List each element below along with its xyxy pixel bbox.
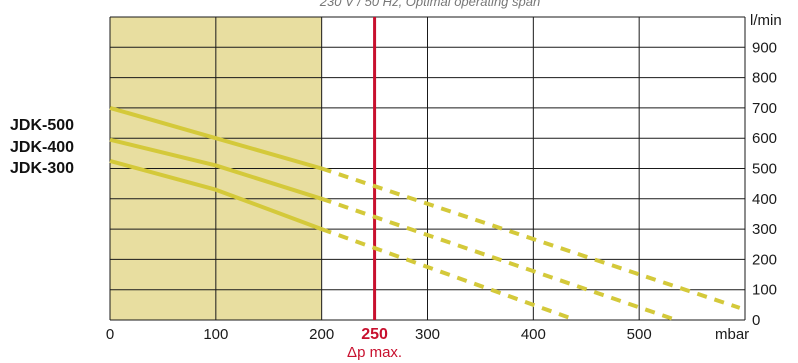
x-tick-label: 100 [203, 326, 228, 343]
y-axis: l/min 0 100 200 300 400 500 600 700 800 900 [750, 12, 782, 329]
model-label-jdk-300: JDK-300 [10, 160, 74, 177]
x-tick-label: 500 [627, 326, 652, 343]
model-label-jdk-500: JDK-500 [10, 117, 74, 134]
y-tick-label: 0 [752, 312, 760, 329]
series-jdk-400-solid [109, 137, 323, 201]
x-tick-label: 200 [309, 326, 334, 343]
x-axis: 0 100 200 300 400 500 mbar [106, 326, 749, 343]
y-tick-label: 200 [752, 251, 777, 268]
series-jdk-300-dashed [320, 227, 577, 322]
y-tick-label: 500 [752, 161, 777, 178]
y-axis-unit: l/min [750, 12, 782, 29]
model-labels: JDK-500 JDK-400 JDK-300 [10, 117, 74, 177]
series-jdk-300-solid [109, 158, 323, 231]
y-tick-label: 300 [752, 221, 777, 238]
x-tick-label: 400 [521, 326, 546, 343]
y-tick-label: 100 [752, 282, 777, 299]
series-curves [109, 105, 741, 322]
y-tick-label: 800 [752, 70, 777, 87]
y-tick-label: 900 [752, 39, 777, 56]
series-jdk-400-dashed [321, 196, 677, 322]
max-pressure-label: Δp max. [347, 344, 402, 361]
x-axis-unit: mbar [715, 326, 749, 343]
model-label-jdk-400: JDK-400 [10, 139, 74, 156]
y-tick-label: 700 [752, 100, 777, 117]
grid-lines [109, 16, 746, 321]
x-tick-label: 0 [106, 326, 114, 343]
max-pressure-value: 250 [361, 326, 388, 343]
series-jdk-500-solid [109, 105, 323, 171]
series-jdk-500-dashed [321, 166, 741, 310]
y-tick-label: 600 [752, 130, 777, 147]
x-tick-label: 300 [415, 326, 440, 343]
y-tick-label: 400 [752, 191, 777, 208]
chart-subtitle: 230 V / 50 Hz, Optimal operating span [319, 0, 540, 9]
